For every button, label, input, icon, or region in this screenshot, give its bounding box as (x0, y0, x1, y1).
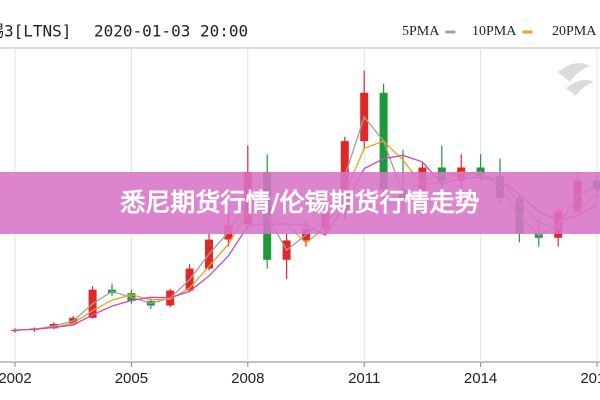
x-tick-label: 2017 (580, 370, 600, 387)
datetime: 2020-01-03 20:00 (94, 22, 248, 41)
banner (0, 172, 600, 234)
candle-body (11, 330, 19, 332)
banner-title: 悉尼期货行情/伦锡期货行情走势 (120, 188, 479, 217)
watermark (558, 63, 594, 96)
x-tick-label: 2005 (115, 370, 148, 387)
x-tick-label: 2008 (231, 370, 264, 387)
legend-label: 20PMA (552, 24, 597, 39)
symbol: 锡3[LTNS] (0, 22, 71, 41)
legend-label: 10PMA (472, 24, 517, 39)
x-tick-label: 2002 (0, 370, 32, 387)
x-tick-label: 2011 (348, 370, 380, 387)
x-tick-label: 2014 (464, 370, 497, 387)
legend-label: 5PMA (402, 24, 440, 39)
